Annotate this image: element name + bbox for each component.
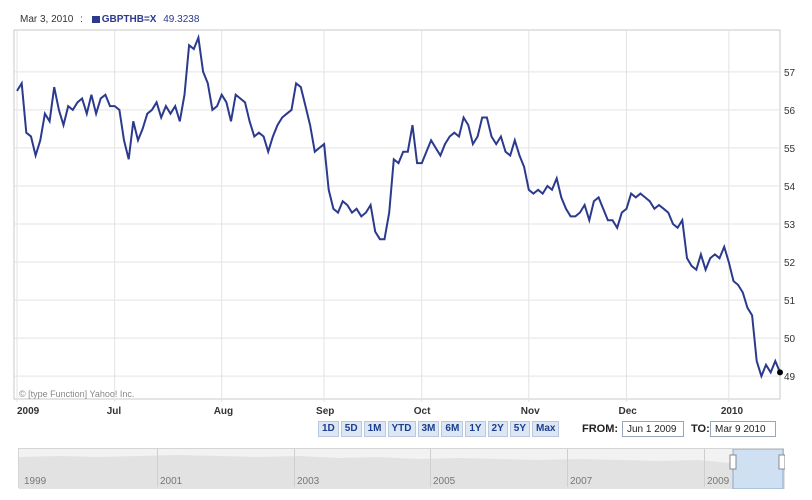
range-button-1m[interactable]: 1M [363,421,386,437]
range-button-6m[interactable]: 6M [441,421,464,437]
navigator-year-label: 2001 [160,476,183,487]
from-date-input[interactable] [622,421,684,437]
range-selector: 1D 5D 1M YTD 3M 6M 1Y 2Y 5Y Max [318,421,560,437]
navigator-divider [430,449,431,487]
range-button-max[interactable]: Max [532,421,560,437]
navigator-right-handle[interactable] [778,454,785,470]
legend-separator: : [80,14,83,25]
y-tick-label: 57 [784,68,796,79]
range-button-ytd[interactable]: YTD [387,421,416,437]
x-tick-label: Aug [214,406,233,417]
navigator-divider [157,449,158,487]
y-tick-label: 49 [784,372,796,383]
to-date-input[interactable] [710,421,776,437]
y-tick-label: 56 [784,106,796,117]
y-tick-label: 55 [784,144,796,155]
navigator-year-label: 1999 [24,476,47,487]
series-line [16,33,781,380]
navigator-year-label: 2009 [707,476,730,487]
navigator-year-label: 2007 [570,476,593,487]
legend-date: Mar 3, 2010 [20,14,74,25]
legend-symbol: GBPTHB=X [101,14,157,25]
legend-value: 49.3238 [163,14,200,25]
range-button-5d[interactable]: 5D [340,421,362,437]
range-button-2y[interactable]: 2Y [487,421,508,437]
navigator-divider [294,449,295,487]
timeline-navigator[interactable]: 1999 2001 2003 2005 2007 2009 [18,448,785,489]
x-tick-label: Jul [107,406,122,417]
x-tick-label: 2010 [721,406,744,417]
range-button-3m[interactable]: 3M [417,421,440,437]
to-label: TO: [691,423,710,435]
copyright-text: © [type Function] Yahoo! Inc. [19,389,134,399]
y-tick-label: 51 [784,296,796,307]
navigator-year-label: 2003 [297,476,320,487]
y-tick-label: 50 [784,334,796,345]
x-tick-label: Sep [316,406,334,417]
navigator-left-handle[interactable] [729,454,737,470]
range-button-1d[interactable]: 1D [318,421,339,437]
x-tick-label: Dec [618,406,637,417]
navigator-year-label: 2005 [433,476,456,487]
series-swatch [91,15,100,23]
last-point-marker [777,369,783,376]
plot-area [13,29,781,400]
range-button-5y[interactable]: 5Y [509,421,531,437]
navigator-selection[interactable] [732,449,784,489]
y-tick-label: 54 [784,182,796,193]
navigator-divider [704,449,705,487]
price-chart[interactable]: 57 56 55 54 53 52 51 50 49 2009 Jul Aug Sep Oct Nov De… [0,0,812,420]
x-tick-label: 2009 [17,406,40,417]
y-tick-label: 53 [784,220,796,231]
y-tick-label: 52 [784,258,796,269]
navigator-divider [567,449,568,487]
x-tick-label: Oct [414,406,431,417]
range-button-1y[interactable]: 1Y [465,421,486,437]
from-label: FROM: [582,423,619,435]
navigator-sparkline [19,449,785,489]
chart-legend: Mar 3, 2010 : GBPTHB=X 49.3238 [20,14,199,25]
x-tick-label: Nov [521,406,540,417]
